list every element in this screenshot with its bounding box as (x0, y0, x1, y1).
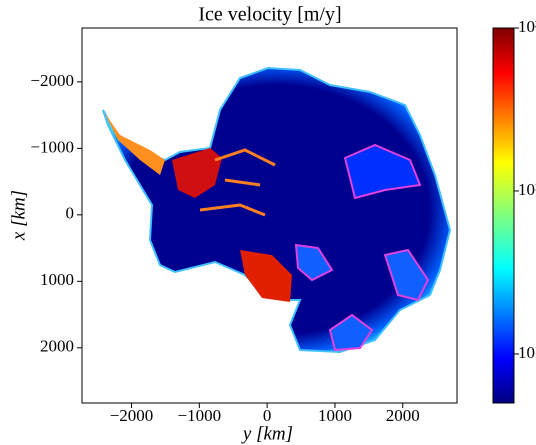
x-tick-label: 0 (263, 406, 272, 425)
y-tick-label: 0 (66, 204, 75, 223)
colorbar (493, 28, 514, 403)
page: {"chart_data": {"type": "image", "title"… (0, 0, 536, 445)
y-axis-label: x [km] (8, 190, 29, 241)
chart: Ice velocity [m/y] y [km] x [km] −2000 −1… (0, 0, 536, 445)
y-tick-label: 1000 (40, 270, 74, 289)
x-tick-label: 2000 (386, 406, 420, 425)
colorbar-tick-label: 10³ (518, 17, 536, 36)
x-axis-label: y [km] (241, 423, 293, 444)
colorbar-tick-label: 10² (518, 180, 536, 199)
chart-title: Ice velocity [m/y] (198, 4, 341, 26)
x-tick-label: 1000 (318, 406, 352, 425)
continent (103, 68, 450, 352)
y-tick-label: −2000 (30, 71, 74, 90)
y-tick-label: 2000 (40, 337, 74, 356)
y-tick-label: −1000 (30, 137, 74, 156)
x-tick-label: −1000 (178, 406, 222, 425)
x-tick-label: −2000 (110, 406, 154, 425)
velocity-field (103, 68, 450, 352)
colorbar-tick-label: 10¹ (518, 343, 536, 362)
